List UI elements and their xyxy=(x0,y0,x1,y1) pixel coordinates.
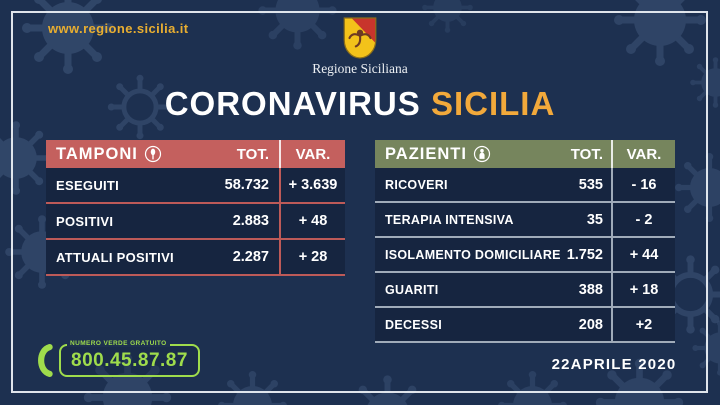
pazienti-title: PAZIENTI xyxy=(385,144,467,163)
row-total: 2.287 xyxy=(232,249,269,265)
row-label: POSITIVI xyxy=(56,213,114,229)
row-variation: + 3.639 xyxy=(279,168,345,202)
row-label: ATTUALI POSITIVI xyxy=(56,249,174,265)
column-header-var: VAR. xyxy=(279,140,345,168)
phone-number: 800.45.87.87 xyxy=(71,350,188,371)
row-total: 388 xyxy=(578,281,603,298)
table-row: POSITIVI 2.883 + 48 xyxy=(46,204,345,240)
tamponi-title: TAMPONI xyxy=(56,144,138,163)
row-variation: +2 xyxy=(611,308,675,341)
title-accent: SICILIA xyxy=(430,85,556,122)
column-header-tot: TOT. xyxy=(236,145,269,163)
table-row: TERAPIA INTENSIVA 35 - 2 xyxy=(375,203,675,238)
title-main: CORONAVIRUS xyxy=(164,85,421,122)
row-variation: + 44 xyxy=(611,238,675,271)
pazienti-header-cell: PAZIENTI xyxy=(375,140,561,168)
row-total: 208 xyxy=(578,316,603,333)
virus-icon xyxy=(345,372,430,405)
column-header-var: VAR. xyxy=(611,140,675,168)
page-title: CORONAVIRUS SICILIA xyxy=(0,85,720,123)
row-total: 535 xyxy=(578,176,603,193)
pazienti-table-body: RICOVERI 535 - 16 TERAPIA INTENSIVA 35 -… xyxy=(375,168,675,343)
virus-icon xyxy=(495,368,570,405)
phone-number-label: NUMERO VERDE GRATUITO xyxy=(67,340,170,347)
row-variation: + 18 xyxy=(611,273,675,306)
row-variation: - 2 xyxy=(611,203,675,236)
phone-icon xyxy=(33,343,58,378)
virus-icon xyxy=(672,150,720,225)
pazienti-table-header: PAZIENTI TOT. VAR. xyxy=(375,140,675,168)
column-header-tot: TOT. xyxy=(570,145,603,163)
table-row: ATTUALI POSITIVI 2.287 + 28 xyxy=(46,240,345,276)
table-row: DECESSI 208 +2 xyxy=(375,308,675,343)
swab-icon xyxy=(144,145,162,163)
row-variation: - 16 xyxy=(611,168,675,201)
row-total: 35 xyxy=(586,211,603,228)
row-variation: + 28 xyxy=(279,240,345,274)
tamponi-table-header: TAMPONI TOT. VAR. xyxy=(46,140,345,168)
tamponi-table-body: ESEGUITI 58.732 + 3.639 POSITIVI 2.883 +… xyxy=(46,168,345,276)
row-label: TERAPIA INTENSIVA xyxy=(385,212,514,227)
row-label: ESEGUITI xyxy=(56,177,120,193)
row-label: ISOLAMENTO DOMICILIARE xyxy=(385,247,561,262)
virus-icon xyxy=(690,318,720,378)
row-total: 2.883 xyxy=(232,213,269,229)
row-variation: + 48 xyxy=(279,204,345,238)
region-logo: Regione Siciliana xyxy=(0,17,720,77)
green-number-block: NUMERO VERDE GRATUITO 800.45.87.87 xyxy=(33,340,200,378)
tamponi-table: TAMPONI TOT. VAR. ESEGUITI 58.732 + 3.63… xyxy=(46,140,345,276)
row-total: 58.732 xyxy=(224,177,269,193)
table-row: ESEGUITI 58.732 + 3.639 xyxy=(46,168,345,204)
row-label: DECESSI xyxy=(385,317,442,332)
row-total: 1.752 xyxy=(566,246,603,263)
table-row: RICOVERI 535 - 16 xyxy=(375,168,675,203)
table-row: GUARITI 388 + 18 xyxy=(375,273,675,308)
pazienti-table: PAZIENTI TOT. VAR. RICOVERI 535 - 16 TE xyxy=(375,140,675,343)
row-label: GUARITI xyxy=(385,282,439,297)
region-name: Regione Siciliana xyxy=(312,61,408,76)
person-icon xyxy=(473,145,491,163)
phone-number-box: NUMERO VERDE GRATUITO 800.45.87.87 xyxy=(59,340,200,377)
row-label: RICOVERI xyxy=(385,177,448,192)
website-url: www.regione.sicilia.it xyxy=(48,21,189,36)
table-row: ISOLAMENTO DOMICILIARE 1.752 + 44 xyxy=(375,238,675,273)
virus-icon xyxy=(215,368,290,405)
tamponi-header-cell: TAMPONI xyxy=(46,140,199,168)
sicily-crest-icon xyxy=(343,17,377,59)
report-date: 22APRILE 2020 xyxy=(551,356,677,373)
